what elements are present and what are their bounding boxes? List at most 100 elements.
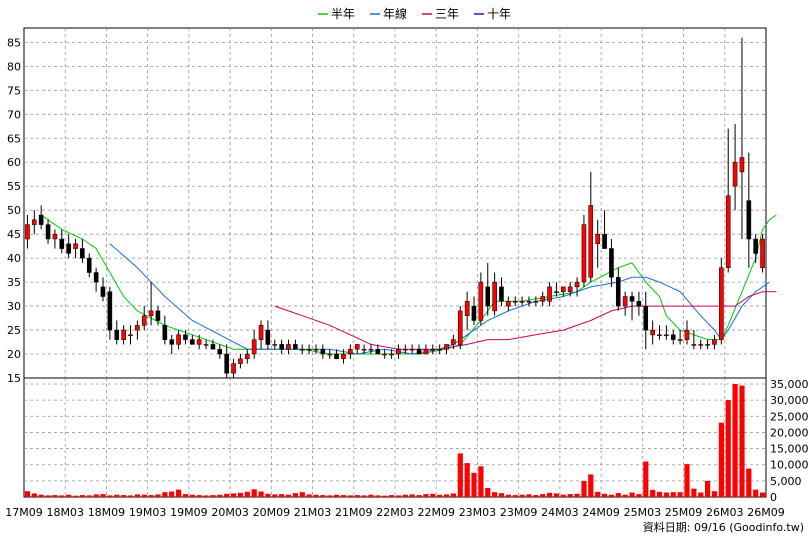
volume-bar [498, 493, 505, 497]
volume-bar [176, 489, 182, 497]
volume-bar [753, 489, 759, 497]
chart-legend: 半年 年線 三年 十年 [318, 6, 511, 21]
volume-bar [540, 494, 546, 497]
volume-bar [485, 488, 491, 497]
price-y-tick: 50 [7, 204, 21, 217]
candle-down [80, 248, 85, 259]
volume-bar [251, 489, 257, 497]
volume-bar [210, 495, 216, 497]
volume-bar [306, 494, 312, 497]
volume-bar [38, 494, 44, 497]
candle-up [492, 281, 497, 312]
volume-bar [340, 495, 347, 497]
candle-up [313, 348, 319, 351]
candle-down [66, 243, 71, 254]
candle-up [650, 329, 655, 336]
candle-down [190, 339, 195, 345]
candle-up [382, 353, 387, 356]
price-y-tick: 80 [7, 60, 21, 73]
volume-bar [533, 495, 539, 497]
legend-label-3: 十年 [487, 7, 511, 21]
price-y-tick: 75 [7, 84, 21, 97]
volume-bar [182, 494, 189, 497]
volume-bar [100, 494, 106, 497]
volume-bar [574, 493, 580, 497]
volume-bar [196, 495, 202, 497]
candle-up [506, 301, 511, 307]
candle-down [471, 305, 477, 321]
candle-up [512, 301, 518, 303]
candle-up [327, 353, 333, 356]
price-y-axis: 15 20 25 30 35 40 45 50 55 60 65 70 75 80 85 [7, 36, 21, 385]
candle-down [265, 329, 271, 345]
x-tick-label: 21M09 [335, 506, 373, 519]
candle-up [567, 286, 573, 292]
volume-bar [512, 495, 518, 497]
candle-up [444, 344, 449, 350]
volume-bar [663, 492, 669, 497]
x-tick-label: 22M09 [417, 506, 455, 519]
candle-down [485, 286, 491, 307]
candle-up [25, 224, 30, 240]
x-tick-label: 18M09 [88, 506, 126, 519]
candle-up [354, 344, 360, 350]
candle-up [712, 339, 717, 345]
volume-bar [59, 495, 65, 497]
candle-down [416, 348, 422, 355]
candle-up [31, 219, 37, 225]
candle-up [389, 353, 394, 356]
volume-bar [553, 493, 560, 497]
volume-bar [705, 480, 711, 497]
volume-y-tick: 10,000 [770, 459, 808, 472]
volume-bar [93, 494, 99, 497]
candle-up [698, 344, 704, 346]
price-y-tick: 25 [7, 324, 21, 337]
candle-down [375, 348, 381, 355]
volume-bar [430, 493, 436, 497]
candle-down [38, 214, 44, 225]
volume-y-tick: 5,000 [770, 475, 802, 488]
candle-up [581, 224, 587, 283]
candle-down [217, 348, 223, 355]
volume-bar [237, 492, 243, 497]
x-tick-label: 24M09 [582, 506, 620, 519]
volume-bar [114, 494, 120, 497]
candlesticks [25, 37, 765, 378]
volume-bar [622, 494, 628, 497]
candle-down [224, 353, 229, 374]
candle-up [196, 339, 202, 345]
candle-down [629, 296, 635, 302]
price-y-tick: 20 [7, 348, 21, 361]
price-y-tick: 45 [7, 228, 21, 241]
volume-bar [347, 495, 353, 497]
volume-bar [416, 495, 422, 497]
x-tick-label: 19M03 [129, 506, 167, 519]
candle-up [684, 329, 690, 340]
volume-bar [217, 494, 223, 497]
volume-bar [382, 495, 388, 497]
price-y-tick: 70 [7, 108, 21, 121]
volume-bar [334, 494, 340, 497]
volume-bar [677, 492, 683, 497]
candle-down [162, 325, 168, 340]
candle-up [396, 348, 401, 355]
volume-bar [66, 494, 72, 497]
candle-down [643, 305, 649, 331]
candle-up [361, 348, 367, 351]
candle-down [602, 233, 607, 249]
price-y-tick: 40 [7, 252, 21, 265]
volume-bar [292, 493, 298, 497]
candle-down [320, 348, 326, 355]
candle-up [451, 339, 456, 345]
x-tick-label: 22M03 [376, 506, 414, 519]
x-tick-label: 17M09 [5, 506, 43, 519]
volume-bar [244, 491, 250, 497]
candle-up [251, 339, 257, 355]
volume-bar [265, 493, 271, 497]
candle-up [595, 233, 600, 245]
legend-label-1: 年線 [383, 6, 407, 21]
candle-up [203, 344, 209, 346]
volume-bar [629, 492, 635, 497]
volume-bar [547, 492, 553, 497]
candle-down [334, 353, 339, 360]
